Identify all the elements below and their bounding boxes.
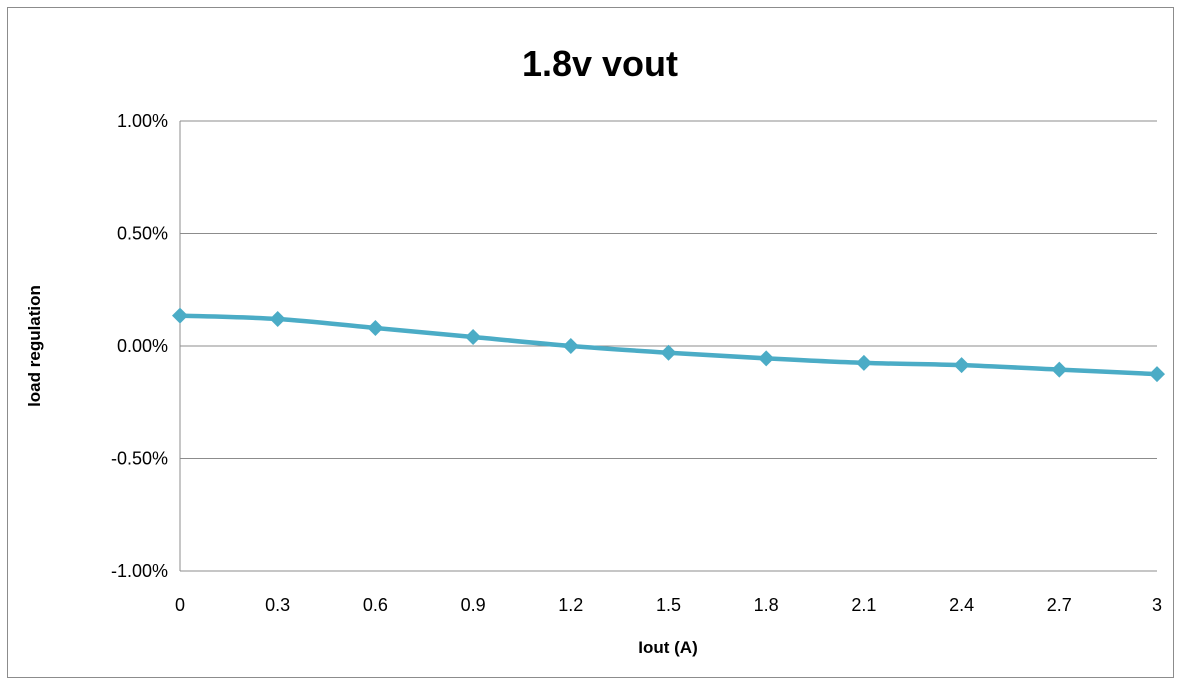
- data-point-marker: [953, 357, 970, 374]
- y-tick-label: -1.00%: [111, 561, 168, 581]
- y-tick-label: -0.50%: [111, 449, 168, 469]
- x-tick-label: 2.7: [1047, 595, 1072, 615]
- x-tick-label: 0.6: [363, 595, 388, 615]
- chart-frame: [7, 7, 1174, 678]
- x-tick-label: 1.8: [754, 595, 779, 615]
- gridlines: [179, 120, 1157, 572]
- x-tick-label: 3: [1152, 595, 1162, 615]
- x-tick-label: 0: [175, 595, 185, 615]
- data-point-marker: [465, 329, 482, 345]
- data-point-marker: [855, 354, 872, 371]
- y-axis-ticks: 1.00% 0.50% 0.00% -0.50% -1.00%: [111, 111, 168, 581]
- y-tick-label: 1.00%: [117, 111, 168, 131]
- data-point-marker: [758, 350, 775, 367]
- data-point-marker: [660, 344, 677, 361]
- x-axis-ticks: 0 0.3 0.6 0.9 1.2 1.5 1.8 2.1 2.4 2.7 3: [175, 595, 1162, 615]
- x-tick-label: 2.4: [949, 595, 974, 615]
- data-point-marker: [1051, 361, 1068, 378]
- chart-title: 1.8v vout: [522, 43, 678, 84]
- y-tick-label: 0.00%: [117, 336, 168, 356]
- x-axis-label: Iout (A): [638, 638, 697, 657]
- data-point-marker: [367, 320, 384, 336]
- data-point-marker: [1149, 366, 1165, 383]
- x-tick-label: 1.2: [558, 595, 583, 615]
- y-axis-label: load regulation: [25, 285, 44, 407]
- y-tick-label: 0.50%: [117, 224, 168, 244]
- data-point-marker: [269, 311, 286, 327]
- data-point-marker: [562, 338, 579, 354]
- series-group: [172, 307, 1165, 383]
- x-tick-label: 1.5: [656, 595, 681, 615]
- x-tick-label: 2.1: [851, 595, 876, 615]
- x-tick-label: 0.9: [461, 595, 486, 615]
- data-point-marker: [172, 307, 188, 324]
- x-tick-label: 0.3: [265, 595, 290, 615]
